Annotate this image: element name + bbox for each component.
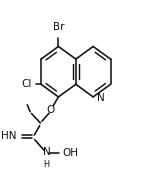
Text: HN: HN [1, 131, 16, 141]
Text: Cl: Cl [22, 79, 32, 89]
Text: N: N [97, 93, 104, 103]
Text: H: H [44, 160, 50, 169]
Text: O: O [47, 105, 55, 115]
Text: N: N [43, 147, 51, 157]
Text: Br: Br [53, 22, 64, 32]
Text: OH: OH [62, 148, 78, 158]
